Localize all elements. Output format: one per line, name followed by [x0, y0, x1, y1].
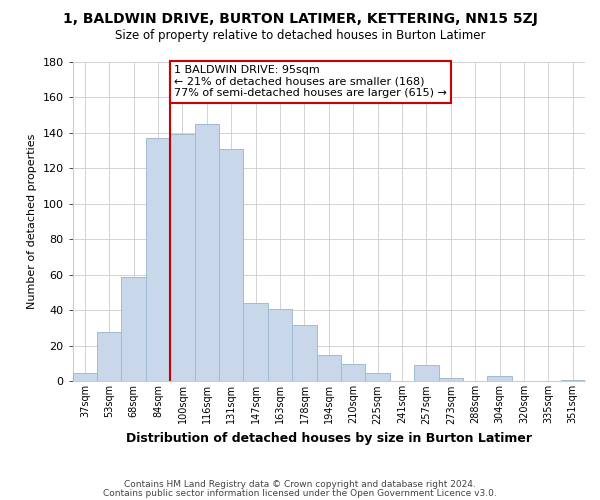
Bar — [146, 138, 170, 382]
Bar — [121, 276, 146, 382]
Text: Contains HM Land Registry data © Crown copyright and database right 2024.: Contains HM Land Registry data © Crown c… — [124, 480, 476, 489]
Y-axis label: Number of detached properties: Number of detached properties — [27, 134, 37, 309]
X-axis label: Distribution of detached houses by size in Burton Latimer: Distribution of detached houses by size … — [126, 432, 532, 445]
Bar — [268, 308, 292, 382]
Bar — [97, 332, 121, 382]
Text: Contains public sector information licensed under the Open Government Licence v3: Contains public sector information licen… — [103, 488, 497, 498]
Bar — [365, 372, 390, 382]
Bar — [244, 303, 268, 382]
Text: 1 BALDWIN DRIVE: 95sqm
← 21% of detached houses are smaller (168)
77% of semi-de: 1 BALDWIN DRIVE: 95sqm ← 21% of detached… — [174, 65, 447, 98]
Bar — [414, 366, 439, 382]
Bar — [487, 376, 512, 382]
Bar — [170, 134, 194, 382]
Text: 1, BALDWIN DRIVE, BURTON LATIMER, KETTERING, NN15 5ZJ: 1, BALDWIN DRIVE, BURTON LATIMER, KETTER… — [62, 12, 538, 26]
Bar — [439, 378, 463, 382]
Bar — [560, 380, 585, 382]
Bar — [292, 324, 317, 382]
Bar — [219, 148, 244, 382]
Bar — [194, 124, 219, 382]
Bar — [341, 364, 365, 382]
Bar — [73, 372, 97, 382]
Text: Size of property relative to detached houses in Burton Latimer: Size of property relative to detached ho… — [115, 29, 485, 42]
Bar — [317, 354, 341, 382]
